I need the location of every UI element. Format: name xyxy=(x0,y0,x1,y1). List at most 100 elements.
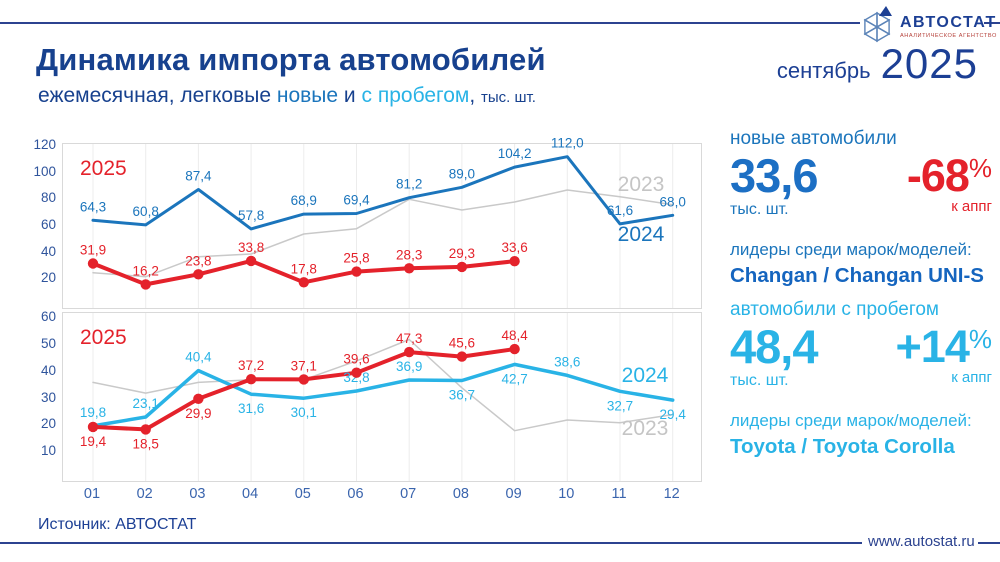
bottom-divider-line xyxy=(0,542,862,544)
used-cars-heading: автомобили с пробегом xyxy=(730,299,939,320)
series-2025-point xyxy=(404,263,415,274)
data-label: 25,8 xyxy=(343,251,369,266)
series-2025-point xyxy=(87,258,99,269)
used-cars-leaders: Toyota / Toyota Corolla xyxy=(730,435,955,458)
data-label: 36,9 xyxy=(396,359,422,374)
series-2025-point xyxy=(509,343,520,355)
series-2025-point xyxy=(193,393,204,404)
y-axis-label: 40 xyxy=(40,362,56,378)
logo-name: АВТОСТАТ xyxy=(900,14,997,31)
logo-tagline: АНАЛИТИЧЕСКОЕ АГЕНТСТВО xyxy=(900,33,997,39)
x-axis-label: 10 xyxy=(558,486,575,502)
new-cars-value-row: 33,6 тыс. шт. -68% к аппг xyxy=(730,152,992,219)
data-label: 104,2 xyxy=(498,146,532,161)
data-label: 31,6 xyxy=(238,401,264,416)
x-axis-label: 12 xyxy=(663,486,680,502)
data-label: 29,9 xyxy=(185,406,211,421)
bottom-divider-line-right xyxy=(978,542,1000,544)
used-cars-change-note: к аппг xyxy=(951,369,992,386)
series-2024-line xyxy=(91,362,675,428)
page-title: Динамика импорта автомобилей xyxy=(36,42,546,77)
data-label: 42,7 xyxy=(501,371,527,386)
series-year-annotation: 2024 xyxy=(622,364,669,387)
data-label: 19,4 xyxy=(80,434,107,449)
y-axis-label: 20 xyxy=(40,270,56,286)
series-2025-point xyxy=(140,279,151,290)
report-year: 2025 xyxy=(880,40,978,87)
series-2023-line xyxy=(92,338,674,432)
series-2023-line xyxy=(92,189,674,278)
used-cars-stats-block: автомобили с пробегом 48,4 тыс. шт. +14%… xyxy=(730,299,992,459)
logo-text: АВТОСТАТ АНАЛИТИЧЕСКОЕ АГЕНТСТВО xyxy=(900,14,997,40)
data-label: 57,8 xyxy=(238,208,264,223)
used-cars-leaders-label: лидеры среди марок/моделей: xyxy=(730,411,972,430)
y-axis-label: 10 xyxy=(40,443,56,459)
used-cars-change: +14% xyxy=(896,324,992,369)
new-cars-unit: тыс. шт. xyxy=(730,201,789,218)
website-link[interactable]: www.autostat.ru xyxy=(868,533,975,550)
data-label: 17,8 xyxy=(291,261,317,276)
data-label: 29,4 xyxy=(660,407,687,422)
new-cars-leaders: Changan / Changan UNI-S xyxy=(730,264,984,287)
data-label: 68,9 xyxy=(291,193,317,208)
data-label: 32,7 xyxy=(607,398,633,413)
series-year-annotation: 2023 xyxy=(618,173,665,196)
data-label: 37,2 xyxy=(238,358,264,373)
source-label: Источник: АВТОСТАТ xyxy=(38,516,197,533)
data-label: 37,1 xyxy=(291,358,317,373)
new-cars-change-value: -68 xyxy=(906,150,970,201)
new-cars-heading: новые автомобили xyxy=(730,128,897,149)
new-cars-chart-panel: 64,3 60,8 87,4 57,8 68,9 69,4 81,2 89,0 104,2 112… xyxy=(62,136,702,309)
data-label: 68,0 xyxy=(660,194,686,209)
series-2025-point xyxy=(245,255,257,267)
report-month: сентябрь xyxy=(776,58,871,83)
new-cars-change-note: к аппг xyxy=(951,198,992,215)
stats-sidebar: новые автомобили 33,6 тыс. шт. -68% к ап… xyxy=(730,0,992,562)
used-cars-change-block: +14% к аппг xyxy=(896,323,992,390)
data-label: 81,2 xyxy=(396,177,422,192)
top-divider-line xyxy=(0,22,860,24)
series-year-annotation: 2024 xyxy=(618,223,665,246)
new-cars-chart: 64,3 60,8 87,4 57,8 68,9 69,4 81,2 89,0 104,2 112… xyxy=(80,136,686,308)
data-label: 39,6 xyxy=(343,352,369,367)
data-label: 69,4 xyxy=(343,193,370,208)
x-axis-label: 02 xyxy=(136,486,153,502)
series-2025-point xyxy=(298,277,309,288)
used-cars-change-value: +14 xyxy=(895,321,970,372)
percent-sign: % xyxy=(968,153,992,183)
x-axis-label: 01 xyxy=(83,486,101,502)
data-label: 38,6 xyxy=(554,354,580,369)
series-2025-point xyxy=(140,424,151,435)
data-label: 29,3 xyxy=(449,246,475,261)
series-2025-point xyxy=(404,346,415,358)
data-label: 61,6 xyxy=(607,203,633,218)
data-label: 47,3 xyxy=(396,331,422,346)
x-axis-label: 03 xyxy=(189,486,206,502)
data-label: 60,8 xyxy=(133,204,159,219)
pinwheel-logo-icon xyxy=(863,6,892,43)
y-axis-label: 60 xyxy=(40,217,56,232)
series-2025-point xyxy=(245,374,257,385)
data-label: 31,9 xyxy=(80,243,106,258)
data-label: 28,3 xyxy=(396,247,422,262)
used-cars-total: 48,4 тыс. шт. xyxy=(730,323,818,390)
data-label: 30,1 xyxy=(291,405,317,420)
percent-sign: % xyxy=(968,324,992,354)
y-axis-label: 80 xyxy=(40,190,56,206)
new-cars-leaders-label: лидеры среди марок/моделей: xyxy=(730,240,972,259)
new-cars-change: -68% xyxy=(907,153,992,198)
series-2025-point xyxy=(509,256,520,267)
x-axis-label: 11 xyxy=(611,486,627,502)
new-cars-stats-block: новые автомобили 33,6 тыс. шт. -68% к ап… xyxy=(730,128,992,288)
series-year-annotation: 2025 xyxy=(80,326,127,349)
data-label: 23,8 xyxy=(185,253,211,268)
page-subtitle: ежемесячная, легковые новые и с пробегом… xyxy=(38,84,536,108)
series-2025-point xyxy=(87,421,99,433)
data-label: 16,2 xyxy=(133,263,159,278)
data-label: 89,0 xyxy=(449,166,475,181)
new-cars-total: 33,6 тыс. шт. xyxy=(730,152,818,219)
subtitle-used-highlight: с пробегом xyxy=(361,84,470,107)
y-axis-label: 60 xyxy=(40,309,56,324)
new-cars-change-block: -68% к аппг xyxy=(907,152,992,219)
data-label: 18,5 xyxy=(133,436,159,451)
